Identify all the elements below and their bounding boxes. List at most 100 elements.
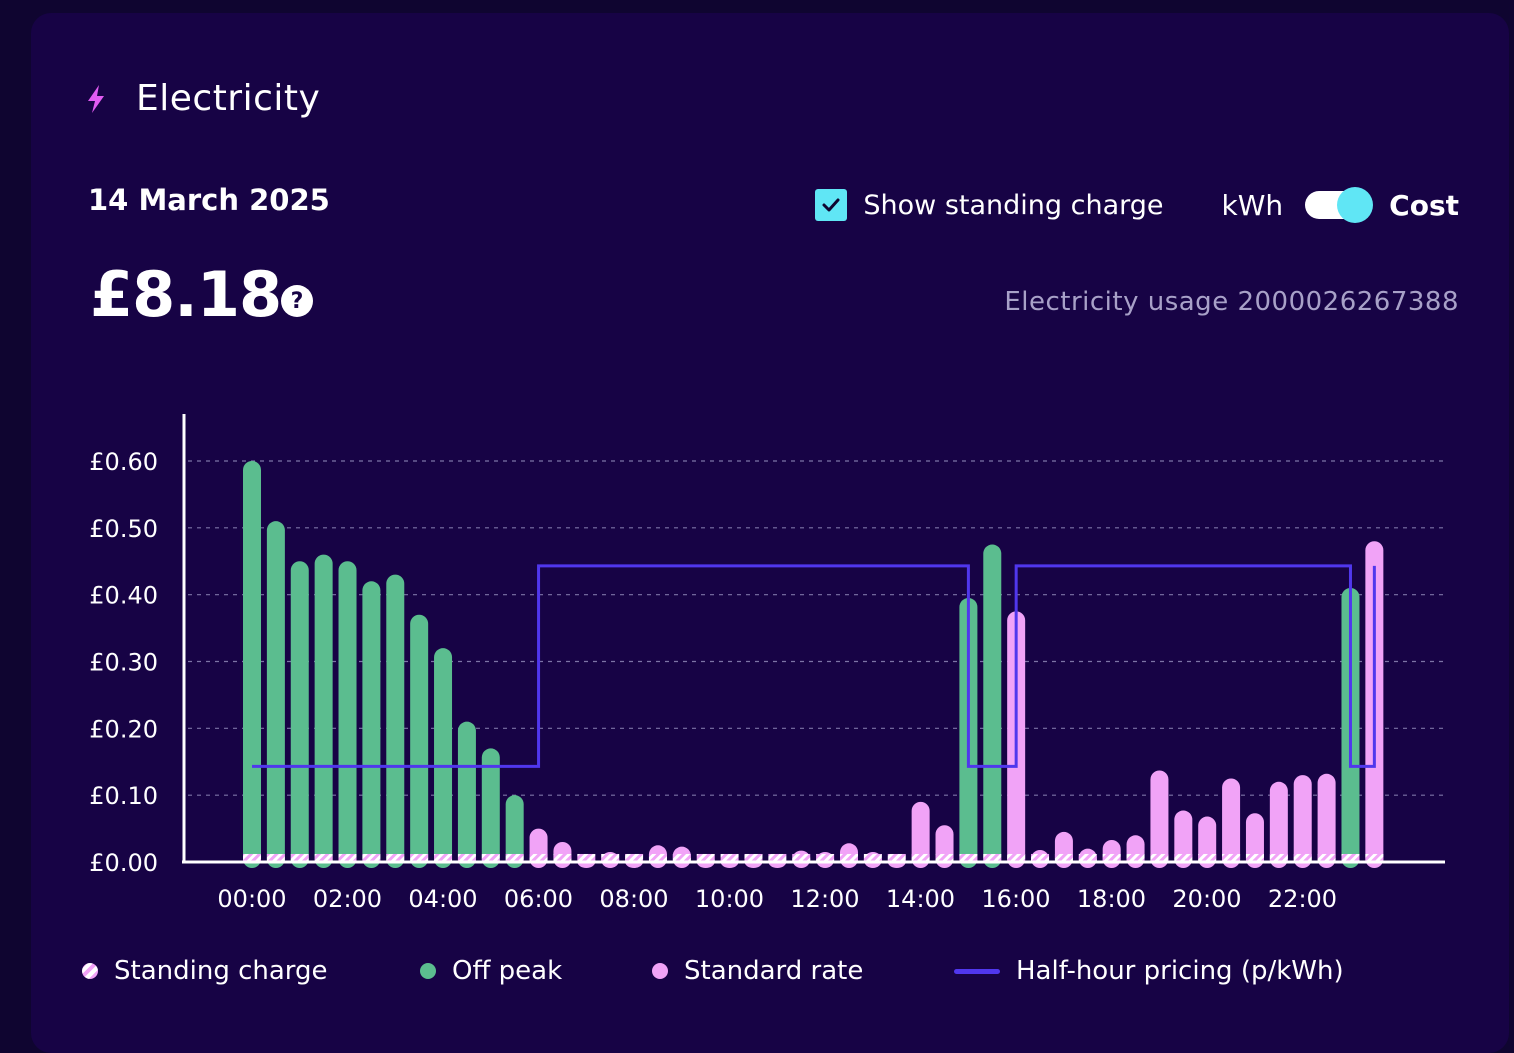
help-icon[interactable]: ? bbox=[281, 285, 313, 317]
usage-bar bbox=[1293, 775, 1312, 868]
x-tick-label: 22:00 bbox=[1268, 885, 1337, 913]
standing-charge-segment bbox=[840, 853, 858, 862]
standing-charge-segment bbox=[577, 853, 596, 862]
x-tick-label: 04:00 bbox=[408, 885, 477, 913]
standing-charge-segment bbox=[1245, 853, 1264, 862]
y-tick-label: £0.60 bbox=[89, 448, 158, 476]
standing-charge-segment bbox=[1365, 853, 1384, 862]
legend-pricing-label: Half-hour pricing (p/kWh) bbox=[1016, 956, 1344, 986]
unit-cost-label[interactable]: Cost bbox=[1389, 188, 1459, 222]
x-tick-label: 18:00 bbox=[1077, 885, 1146, 913]
card-title: Electricity bbox=[136, 78, 321, 119]
standing-charge-segment bbox=[696, 853, 715, 862]
y-tick-label: £0.10 bbox=[89, 782, 158, 810]
standard-rate-swatch bbox=[652, 963, 668, 979]
standing-charge-segment bbox=[362, 853, 381, 862]
chart-controls: Show standing charge kWh Cost bbox=[815, 184, 1459, 226]
standing-charge-segment bbox=[935, 853, 954, 862]
legend-standard-rate: Standard rate bbox=[652, 956, 863, 986]
legend-standing-charge: Standing charge bbox=[82, 956, 328, 986]
usage-bar bbox=[290, 561, 309, 868]
usage-bar bbox=[243, 461, 261, 868]
selected-date[interactable]: 14 March 2025 bbox=[88, 183, 330, 217]
standing-charge-segment bbox=[601, 853, 620, 862]
standing-charge-segment bbox=[887, 853, 906, 862]
standing-charge-segment bbox=[792, 853, 811, 862]
standing-charge-segment bbox=[481, 853, 500, 862]
standing-charge-segment bbox=[386, 853, 405, 862]
standing-charge-segment bbox=[410, 853, 429, 862]
unit-toggle[interactable] bbox=[1305, 187, 1374, 223]
chart-legend: Standing charge Off peak Standard rate H… bbox=[0, 956, 1514, 992]
standing-charge-segment bbox=[1293, 853, 1312, 862]
pricing-line-swatch bbox=[954, 968, 1000, 974]
y-tick-label: £0.50 bbox=[89, 515, 158, 543]
legend-pricing: Half-hour pricing (p/kWh) bbox=[954, 956, 1344, 986]
y-tick-label: £0.20 bbox=[89, 715, 158, 743]
x-tick-label: 06:00 bbox=[504, 885, 573, 913]
x-tick-label: 16:00 bbox=[981, 885, 1050, 913]
standing-charge-segment bbox=[1341, 853, 1360, 862]
x-tick-label: 14:00 bbox=[886, 885, 955, 913]
standing-charge-label[interactable]: Show standing charge bbox=[863, 189, 1164, 221]
standing-charge-segment bbox=[744, 853, 763, 862]
usage-bar bbox=[1317, 773, 1336, 868]
legend-standard-label: Standard rate bbox=[684, 956, 864, 986]
usage-bar bbox=[1150, 770, 1169, 868]
usage-bar bbox=[457, 721, 476, 868]
standing-charge-segment bbox=[266, 853, 285, 862]
half-hour-pricing-line bbox=[252, 564, 1376, 768]
lightning-bolt-icon bbox=[88, 84, 104, 113]
standing-charge-segment bbox=[290, 853, 309, 862]
standing-charge-segment bbox=[457, 853, 476, 862]
x-tick-label: 00:00 bbox=[217, 885, 286, 913]
usage-bar bbox=[266, 521, 285, 868]
standing-charge-segment bbox=[1031, 853, 1050, 862]
standing-charge-checkbox[interactable] bbox=[815, 189, 848, 221]
unit-kwh-label[interactable]: kWh bbox=[1221, 188, 1284, 222]
usage-bar bbox=[314, 554, 333, 868]
standing-charge-segment bbox=[1078, 853, 1097, 862]
standing-charge-segment bbox=[911, 853, 930, 862]
y-tick-label: £0.00 bbox=[89, 849, 158, 877]
standing-charge-segment bbox=[1126, 853, 1145, 862]
unit-toggle-knob[interactable] bbox=[1337, 187, 1374, 223]
standing-charge-segment bbox=[314, 853, 333, 862]
x-tick-label: 08:00 bbox=[599, 885, 668, 913]
standing-charge-segment bbox=[243, 853, 261, 862]
usage-bar bbox=[983, 544, 1002, 868]
standing-charge-segment bbox=[983, 853, 1002, 862]
usage-bar bbox=[911, 801, 930, 868]
standing-charge-segment bbox=[672, 853, 691, 862]
y-tick-label: £0.30 bbox=[89, 649, 158, 677]
x-tick-label: 02:00 bbox=[313, 885, 382, 913]
standing-charge-segment bbox=[1150, 853, 1169, 862]
standing-charge-segment bbox=[816, 853, 835, 862]
x-tick-label: 10:00 bbox=[695, 885, 764, 913]
standing-charge-segment bbox=[959, 853, 978, 862]
meter-label: Electricity usage 2000026267388 bbox=[1004, 287, 1459, 317]
usage-bar bbox=[1102, 839, 1121, 868]
card-header: Electricity bbox=[84, 78, 320, 119]
legend-standing-label: Standing charge bbox=[114, 956, 328, 986]
usage-bar bbox=[338, 561, 357, 868]
usage-bar bbox=[1269, 781, 1288, 868]
x-tick-label: 20:00 bbox=[1172, 885, 1241, 913]
usage-bar bbox=[481, 748, 500, 868]
standing-charge-segment bbox=[768, 853, 787, 862]
x-tick-label: 12:00 bbox=[790, 885, 859, 913]
usage-bar bbox=[1174, 810, 1193, 868]
usage-bar bbox=[434, 648, 453, 868]
standing-charge-segment bbox=[625, 853, 644, 862]
standing-charge-segment bbox=[1317, 853, 1336, 862]
standing-charge-segment bbox=[1269, 853, 1288, 862]
usage-bar bbox=[1222, 778, 1241, 868]
usage-bar bbox=[505, 795, 524, 868]
standing-charge-segment bbox=[863, 853, 882, 862]
usage-bar bbox=[410, 614, 429, 868]
usage-bar bbox=[386, 574, 405, 868]
standing-charge-segment bbox=[338, 853, 357, 862]
standing-charge-segment bbox=[1174, 853, 1193, 862]
off-peak-swatch bbox=[420, 963, 436, 979]
